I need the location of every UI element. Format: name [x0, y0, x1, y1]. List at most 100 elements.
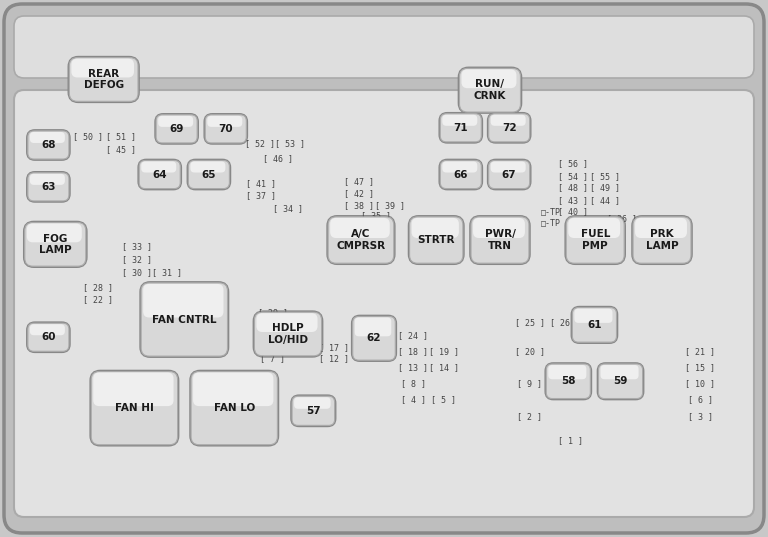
Text: [ 42 ]: [ 42 ] — [344, 189, 375, 198]
FancyBboxPatch shape — [412, 218, 458, 238]
Text: STRTR: STRTR — [418, 235, 455, 245]
FancyBboxPatch shape — [253, 311, 323, 357]
FancyBboxPatch shape — [598, 364, 643, 398]
FancyBboxPatch shape — [291, 395, 336, 426]
FancyBboxPatch shape — [292, 396, 335, 425]
Text: [ 39 ]: [ 39 ] — [375, 201, 406, 209]
FancyBboxPatch shape — [30, 324, 65, 335]
Text: FAN LO: FAN LO — [214, 403, 255, 413]
Text: [ 28 ]: [ 28 ] — [83, 283, 114, 292]
Text: [ 38 ]: [ 38 ] — [344, 201, 375, 209]
Text: [ 13 ]: [ 13 ] — [398, 364, 429, 372]
FancyBboxPatch shape — [158, 116, 193, 127]
FancyBboxPatch shape — [156, 115, 197, 143]
FancyBboxPatch shape — [440, 161, 482, 188]
Text: 71: 71 — [453, 123, 468, 133]
Text: FUEL
PMP: FUEL PMP — [581, 229, 610, 251]
FancyBboxPatch shape — [155, 114, 198, 144]
Text: 70: 70 — [218, 124, 233, 134]
Text: [ 7 ]: [ 7 ] — [260, 354, 285, 363]
Text: [ 9 ]: [ 9 ] — [518, 380, 542, 388]
FancyBboxPatch shape — [4, 4, 764, 533]
Text: [ 51 ]: [ 51 ] — [106, 133, 137, 141]
Text: [ 43 ]: [ 43 ] — [558, 196, 588, 205]
FancyBboxPatch shape — [458, 68, 521, 113]
FancyBboxPatch shape — [24, 222, 87, 267]
Text: [ 54 ]: [ 54 ] — [558, 172, 588, 180]
FancyBboxPatch shape — [632, 216, 692, 264]
Text: [ 12 ]: [ 12 ] — [319, 354, 349, 363]
Text: [ 37 ]: [ 37 ] — [246, 192, 276, 200]
Text: [ 30 ]: [ 30 ] — [121, 268, 152, 277]
Text: RUN/
CRNK: RUN/ CRNK — [474, 79, 506, 101]
FancyBboxPatch shape — [14, 90, 754, 517]
Text: [ 45 ]: [ 45 ] — [106, 145, 137, 154]
FancyBboxPatch shape — [439, 159, 482, 190]
FancyBboxPatch shape — [574, 309, 612, 323]
Text: [ 10 ]: [ 10 ] — [685, 380, 716, 388]
FancyBboxPatch shape — [294, 397, 330, 409]
Text: [ 41 ]: [ 41 ] — [246, 179, 276, 188]
Text: 57: 57 — [306, 406, 321, 416]
Text: [ 24 ]: [ 24 ] — [398, 331, 429, 340]
FancyBboxPatch shape — [546, 364, 591, 398]
Text: [ 36 ]: [ 36 ] — [607, 215, 637, 223]
Text: [ 35 ]: [ 35 ] — [361, 212, 392, 220]
Text: FOG
LAMP: FOG LAMP — [39, 234, 71, 255]
FancyBboxPatch shape — [14, 16, 754, 78]
FancyBboxPatch shape — [254, 312, 322, 356]
Text: [ 18 ]: [ 18 ] — [398, 347, 429, 356]
FancyBboxPatch shape — [545, 363, 591, 400]
FancyBboxPatch shape — [470, 216, 530, 264]
FancyBboxPatch shape — [139, 161, 180, 188]
FancyBboxPatch shape — [572, 308, 617, 342]
Text: [ 29 ]: [ 29 ] — [257, 309, 288, 317]
FancyBboxPatch shape — [90, 371, 178, 446]
Text: [ 50 ]: [ 50 ] — [73, 133, 104, 141]
FancyBboxPatch shape — [409, 216, 464, 264]
Text: [ 8 ]: [ 8 ] — [401, 380, 425, 388]
FancyBboxPatch shape — [25, 222, 86, 266]
Text: □-TP: □-TP — [541, 219, 561, 227]
FancyBboxPatch shape — [257, 313, 317, 332]
FancyBboxPatch shape — [30, 174, 65, 185]
Text: PRK
LAMP: PRK LAMP — [646, 229, 678, 251]
Text: [ 25 ]: [ 25 ] — [515, 318, 545, 326]
Text: 63: 63 — [41, 182, 55, 192]
Text: [ 14 ]: [ 14 ] — [429, 364, 459, 372]
FancyBboxPatch shape — [566, 217, 624, 263]
Text: [ 15 ]: [ 15 ] — [685, 364, 716, 372]
Text: [ 22 ]: [ 22 ] — [83, 295, 114, 304]
FancyBboxPatch shape — [598, 363, 644, 400]
FancyBboxPatch shape — [491, 162, 525, 172]
FancyBboxPatch shape — [193, 373, 273, 406]
Text: [ 44 ]: [ 44 ] — [590, 196, 621, 205]
FancyBboxPatch shape — [355, 317, 391, 336]
FancyBboxPatch shape — [93, 373, 174, 406]
Text: 67: 67 — [502, 170, 517, 179]
FancyBboxPatch shape — [473, 218, 525, 238]
Text: [ 48 ]: [ 48 ] — [558, 184, 588, 192]
Text: PWR/
TRN: PWR/ TRN — [485, 229, 515, 251]
FancyBboxPatch shape — [471, 217, 529, 263]
FancyBboxPatch shape — [188, 161, 230, 188]
FancyBboxPatch shape — [462, 69, 516, 88]
Text: [ 11 ]: [ 11 ] — [257, 344, 288, 352]
Text: [ 32 ]: [ 32 ] — [121, 255, 152, 264]
Text: 65: 65 — [202, 170, 216, 179]
Text: [ 34 ]: [ 34 ] — [273, 204, 303, 213]
FancyBboxPatch shape — [27, 172, 70, 202]
FancyBboxPatch shape — [442, 115, 477, 126]
FancyBboxPatch shape — [327, 216, 395, 264]
FancyBboxPatch shape — [140, 282, 229, 357]
FancyBboxPatch shape — [440, 114, 482, 142]
Text: 64: 64 — [152, 170, 167, 179]
FancyBboxPatch shape — [30, 132, 65, 143]
Text: FAN HI: FAN HI — [115, 403, 154, 413]
Text: [ 55 ]: [ 55 ] — [590, 172, 621, 180]
FancyBboxPatch shape — [488, 114, 530, 142]
FancyBboxPatch shape — [190, 162, 225, 172]
FancyBboxPatch shape — [601, 365, 638, 379]
Text: FAN CNTRL: FAN CNTRL — [152, 315, 217, 324]
Text: 58: 58 — [561, 376, 575, 386]
